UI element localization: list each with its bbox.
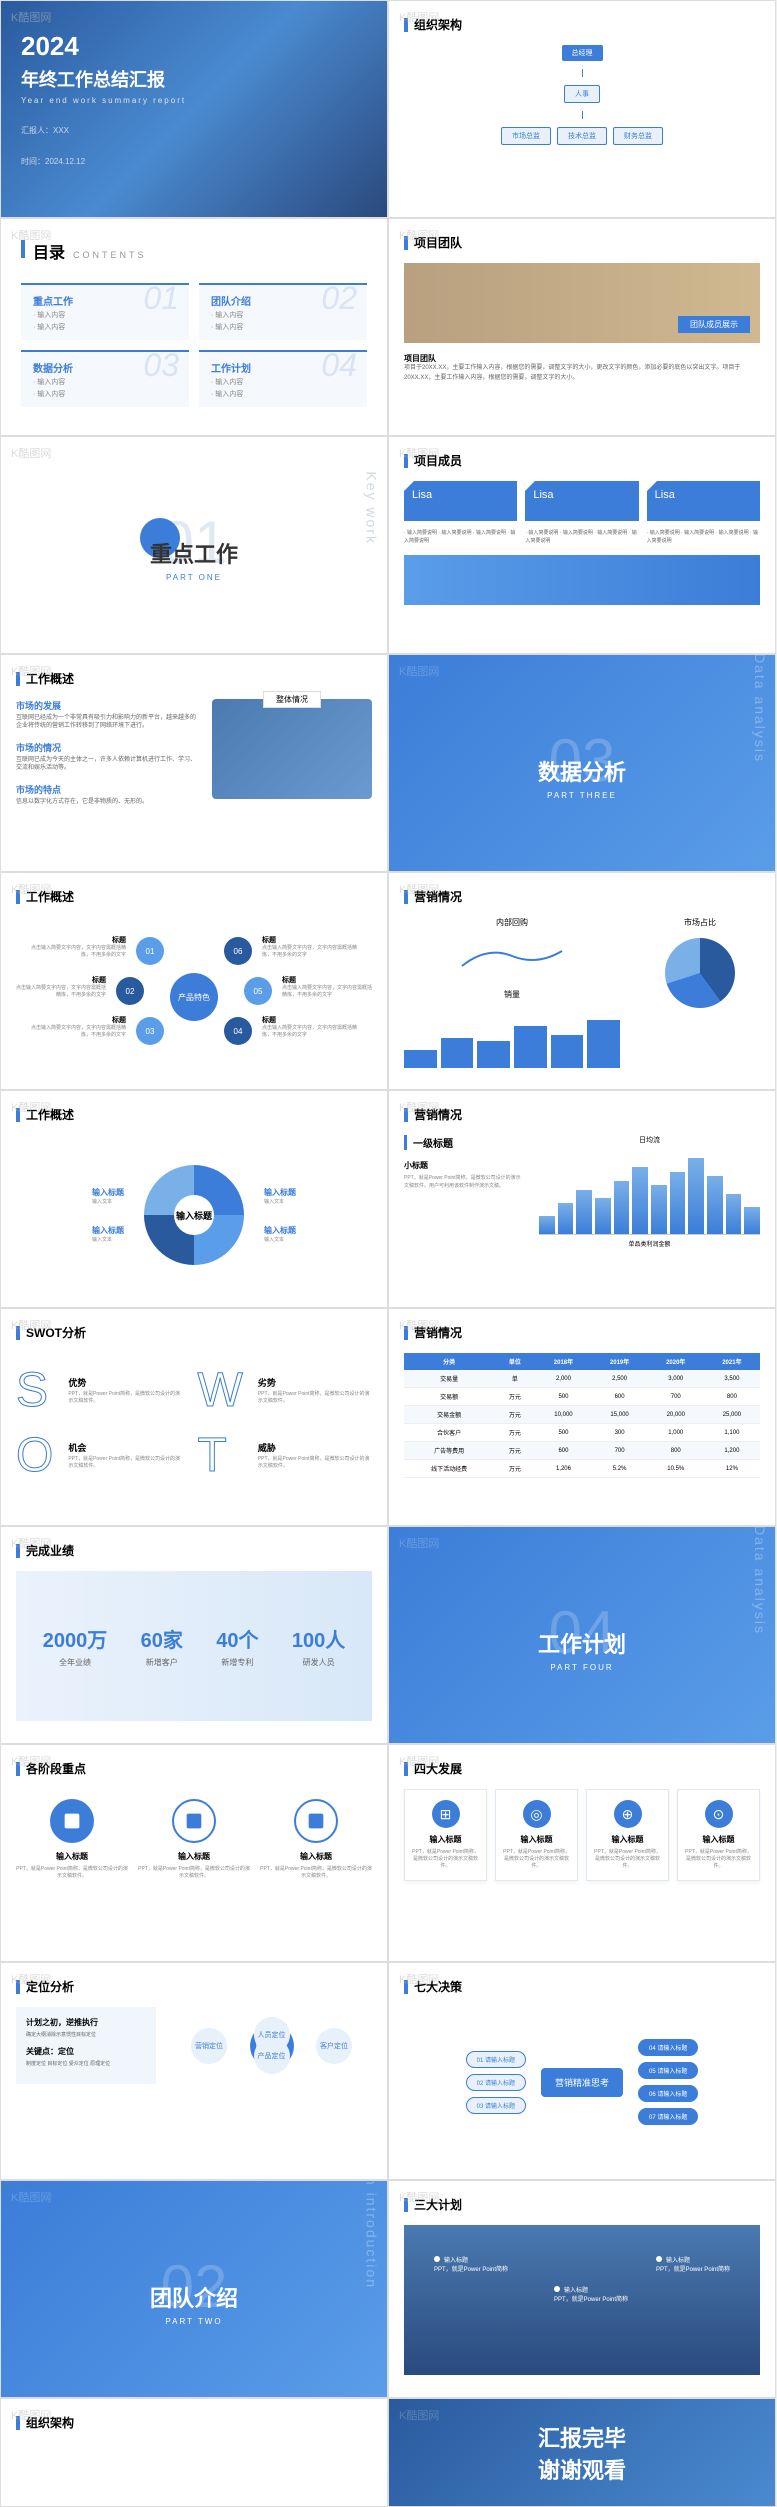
end-slide: K酷图网 汇报完毕 谢谢观看 bbox=[388, 2398, 776, 2507]
spacer: K酷图网 组织架构 bbox=[0, 2398, 388, 2507]
three-plans-slide: K酷图网 三大计划 输入标题PPT，就是Power Point简称 输入标题PP… bbox=[388, 2180, 776, 2398]
watermark: K酷图网 bbox=[11, 2407, 51, 2423]
cover-subtitle: Year end work summary report bbox=[21, 96, 367, 105]
org-chart: 总经理 人事 市场总监 技术总监 财务总监 bbox=[404, 45, 760, 145]
watermark: K酷图网 bbox=[11, 1317, 51, 1333]
cover-year: 2024 bbox=[21, 31, 367, 62]
watermark: K酷图网 bbox=[11, 1535, 51, 1551]
watermark: K酷图网 bbox=[11, 1971, 51, 1987]
swot-slide: K酷图网 SWOT分析 S优势PPT，就是Power Point简称，是微软公司… bbox=[0, 1308, 388, 1526]
team-desc: 项目于20XX.XX，主要工作输入内容，根据您的需要，调整文字的大小，更改文字的… bbox=[404, 364, 760, 383]
watermark: K酷图网 bbox=[11, 9, 51, 25]
work-overview-1: K酷图网 工作概述 市场的发展互联网已经成为一个非常具有吸引力和影响力的新平台，… bbox=[0, 654, 388, 872]
stages-slide: K酷图网 各阶段重点 输入标题PPT，就是Power Point简称，是微软公司… bbox=[0, 1744, 388, 1962]
achievements-slide: K酷图网 完成业绩 2000万全年业绩60家新增客户40个新增专利100人研发人… bbox=[0, 1526, 388, 1744]
four-dev-slide: K酷图网 四大发展 ⊞输入标题PPT，就是Power Point简称，是微软公司… bbox=[388, 1744, 776, 1962]
watermark: K酷图网 bbox=[399, 1099, 439, 1115]
donut-slide: K酷图网 工作概述 输入标题输入文本 输入标题输入文本 输入标题 输入标题输入文… bbox=[0, 1090, 388, 1308]
team-photo: 团队成员展示 bbox=[404, 263, 760, 343]
org-mid: 人事 bbox=[564, 85, 600, 103]
org-top: 总经理 bbox=[562, 45, 603, 61]
team-slide: K酷图网 项目团队 团队成员展示 项目团队 项目于20XX.XX，主要工作输入内… bbox=[388, 218, 776, 436]
watermark: K酷图网 bbox=[399, 1971, 439, 1987]
cover-title: 年终工作总结汇报 bbox=[21, 66, 367, 92]
watermark: K酷图网 bbox=[399, 445, 439, 461]
toc-item: 04工作计划· 输入内容· 输入内容 bbox=[199, 350, 367, 407]
data-table: 分类单位2018年2019年2020年2021年交易量单2,0002,5003,… bbox=[404, 1353, 760, 1478]
section-02: K酷图网 02 团队介绍 PART TWO Team introduction bbox=[0, 2180, 388, 2398]
watermark: K酷图网 bbox=[11, 663, 51, 679]
org-slide: K酷图网 组织架构 总经理 人事 市场总监 技术总监 财务总监 bbox=[388, 0, 776, 218]
watermark: K酷图网 bbox=[399, 881, 439, 897]
section-01: K酷图网 01 重点工作 PART ONE Key work bbox=[0, 436, 388, 654]
section-04: K酷图网 04 工作计划 PART FOUR Data analysis bbox=[388, 1526, 776, 1744]
positioning-slide: K酷图网 定位分析 计划之初，逆推执行 确定大纲消除示意惯性目标定位 关键点：定… bbox=[0, 1962, 388, 2180]
watermark: K酷图网 bbox=[399, 227, 439, 243]
cover-date: 时间：2024.12.12 bbox=[21, 156, 367, 167]
marketing-3: K酷图网 营销情况 分类单位2018年2019年2020年2021年交易量单2,… bbox=[388, 1308, 776, 1526]
section-03: K酷图网 03 数据分析 PART THREE Data analysis bbox=[388, 654, 776, 872]
work-overview-2: K酷图网 工作概述 产品特色 01 02 03 04 05 06 标题点击输入简… bbox=[0, 872, 388, 1090]
pie-chart bbox=[665, 938, 735, 1008]
watermark: K酷图网 bbox=[399, 9, 439, 25]
toc-item: 02团队介绍· 输入内容· 输入内容 bbox=[199, 283, 367, 340]
toc-en: CONTENTS bbox=[73, 250, 147, 260]
toc-item: 01重点工作· 输入内容· 输入内容 bbox=[21, 283, 189, 340]
watermark: K酷图网 bbox=[11, 1099, 51, 1115]
watermark: K酷图网 bbox=[399, 1317, 439, 1333]
donut-chart: 输入标题 bbox=[144, 1165, 244, 1265]
marketing-2: K酷图网 营销情况 一级标题 小标题 PPT，就是Power Point简称，是… bbox=[388, 1090, 776, 1308]
watermark: K酷图网 bbox=[11, 881, 51, 897]
members-slide: K酷图网 项目成员 Lisa Lisa Lisa · 输入简要说明 · 输入简要… bbox=[388, 436, 776, 654]
watermark: K酷图网 bbox=[399, 2189, 439, 2205]
watermark: K酷图网 bbox=[399, 1753, 439, 1769]
watermark: K酷图网 bbox=[11, 445, 51, 461]
team-banner: 团队成员展示 bbox=[678, 316, 750, 333]
seven-slide: K酷图网 七大决策 01 请输入标题02 请输入标题03 请输入标题 营销精准思… bbox=[388, 1962, 776, 2180]
toc-item: 03数据分析· 输入内容· 输入内容 bbox=[21, 350, 189, 407]
marketing-1: K酷图网 营销情况 内部回购 销量 市场占比 bbox=[388, 872, 776, 1090]
watermark: K酷图网 bbox=[11, 1753, 51, 1769]
cover-slide: K酷图网 2024 年终工作总结汇报 Year end work summary… bbox=[0, 0, 388, 218]
toc-slide: K酷图网 目录 CONTENTS 01重点工作· 输入内容· 输入内容02团队介… bbox=[0, 218, 388, 436]
cover-reporter: 汇报人：XXX bbox=[21, 125, 367, 136]
watermark: K酷图网 bbox=[11, 227, 51, 243]
